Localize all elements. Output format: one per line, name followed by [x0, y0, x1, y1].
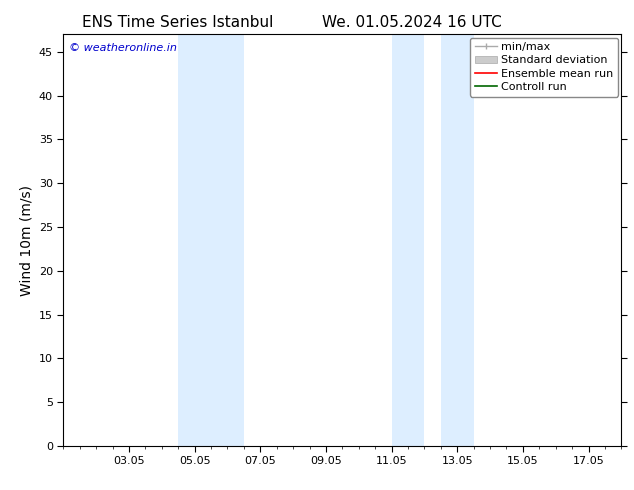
Text: ENS Time Series Istanbul: ENS Time Series Istanbul	[82, 15, 273, 30]
Bar	[178, 34, 211, 446]
Text: © weatheronline.in: © weatheronline.in	[69, 43, 177, 52]
Bar	[211, 34, 244, 446]
Bar	[392, 34, 424, 446]
Text: We. 01.05.2024 16 UTC: We. 01.05.2024 16 UTC	[322, 15, 502, 30]
Bar	[441, 34, 474, 446]
Y-axis label: Wind 10m (m/s): Wind 10m (m/s)	[19, 185, 34, 295]
Legend: min/max, Standard deviation, Ensemble mean run, Controll run: min/max, Standard deviation, Ensemble me…	[470, 38, 618, 97]
